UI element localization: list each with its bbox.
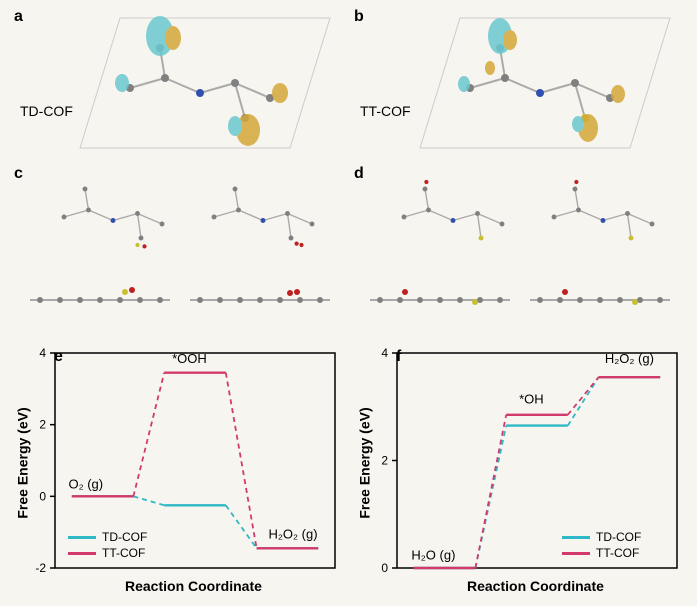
panel-d: d xyxy=(350,165,680,335)
svg-text:O₂ (g): O₂ (g) xyxy=(68,477,103,492)
svg-text:H₂O (g): H₂O (g) xyxy=(411,547,455,562)
panel-b-molecule xyxy=(350,8,680,158)
panel-f-legend: TD-COF TT-COF xyxy=(562,530,641,562)
legend-swatch xyxy=(68,536,96,539)
svg-text:*OOH: *OOH xyxy=(172,351,207,366)
panel-f-ylabel: Free Energy (eV) xyxy=(357,407,373,518)
legend-label: TD-COF xyxy=(596,530,641,544)
panel-e-legend: TD-COF TT-COF xyxy=(68,530,147,562)
svg-text:*OH: *OH xyxy=(519,391,544,406)
svg-text:4: 4 xyxy=(381,346,388,360)
panel-d-molecules xyxy=(350,165,680,335)
legend-label: TT-COF xyxy=(102,546,145,560)
panel-b: b TT-COF xyxy=(350,8,680,158)
legend-label: TT-COF xyxy=(596,546,639,560)
panel-c-label: c xyxy=(14,165,23,183)
svg-text:-2: -2 xyxy=(35,561,46,575)
svg-text:0: 0 xyxy=(39,489,46,503)
legend-item: TD-COF xyxy=(562,530,641,544)
panel-a: a TD-COF xyxy=(10,8,340,158)
svg-text:0: 0 xyxy=(381,561,388,575)
legend-swatch xyxy=(562,552,590,555)
panel-e-label: e xyxy=(54,348,63,366)
panel-e-xlabel: Reaction Coordinate xyxy=(125,578,262,594)
svg-text:H₂O₂ (g): H₂O₂ (g) xyxy=(268,527,317,542)
panel-b-label: b xyxy=(354,8,364,26)
svg-text:2: 2 xyxy=(39,418,46,432)
panel-a-molecule xyxy=(10,8,340,158)
legend-swatch xyxy=(562,536,590,539)
panel-a-cof-label: TD-COF xyxy=(20,103,73,119)
svg-text:2: 2 xyxy=(381,454,388,468)
panel-c-molecules xyxy=(10,165,340,335)
panel-e-ylabel: Free Energy (eV) xyxy=(15,407,31,518)
panel-d-label: d xyxy=(354,165,364,183)
panel-f-xlabel: Reaction Coordinate xyxy=(467,578,604,594)
svg-text:4: 4 xyxy=(39,346,46,360)
svg-text:H₂O₂ (g): H₂O₂ (g) xyxy=(605,351,654,366)
panel-c: c xyxy=(10,165,340,335)
panel-a-label: a xyxy=(14,8,23,26)
legend-label: TD-COF xyxy=(102,530,147,544)
legend-item: TT-COF xyxy=(562,546,641,560)
panel-e: e Free Energy (eV) Reaction Coordinate -… xyxy=(10,345,345,600)
panel-b-cof-label: TT-COF xyxy=(360,103,411,119)
panel-f-label: f xyxy=(396,348,401,366)
panel-f: f Free Energy (eV) Reaction Coordinate 0… xyxy=(352,345,687,600)
legend-item: TT-COF xyxy=(68,546,147,560)
legend-item: TD-COF xyxy=(68,530,147,544)
legend-swatch xyxy=(68,552,96,555)
panel-e-chart: -2 0 2 4 O₂ (g) *OOH H₂O₂ (g) xyxy=(10,345,345,580)
